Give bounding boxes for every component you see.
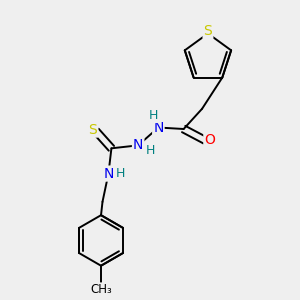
Text: H: H [148, 109, 158, 122]
Text: H: H [146, 144, 155, 157]
Text: O: O [204, 133, 215, 147]
Text: N: N [103, 167, 114, 181]
Text: N: N [153, 121, 164, 134]
Text: N: N [133, 138, 143, 152]
Text: H: H [116, 167, 126, 180]
Text: S: S [204, 24, 212, 38]
Text: CH₃: CH₃ [90, 283, 112, 296]
Text: S: S [88, 123, 98, 136]
